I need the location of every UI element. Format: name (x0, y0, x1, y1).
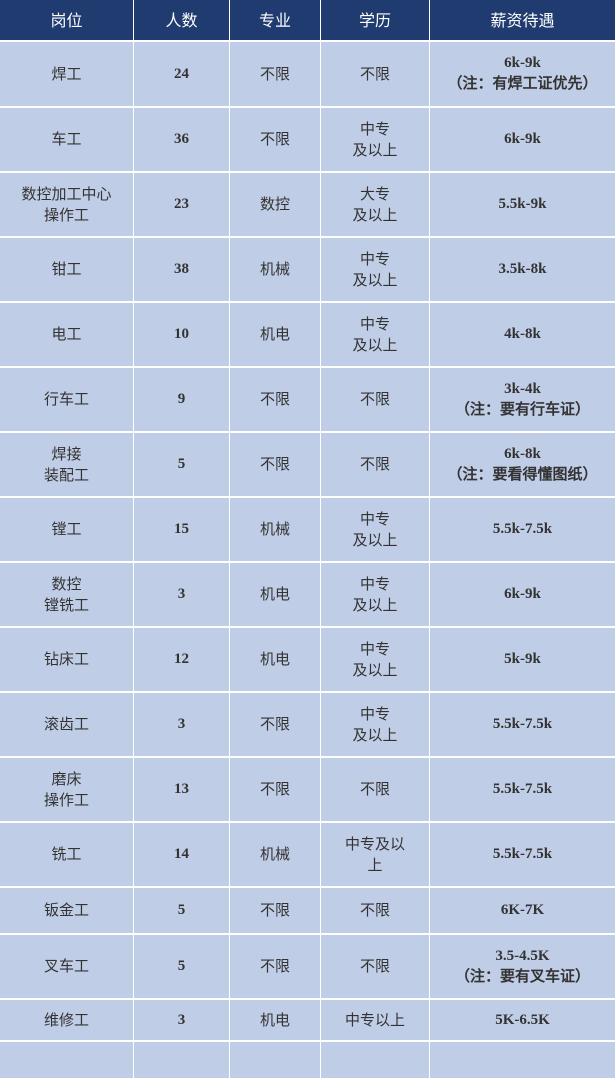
table-cell: 镗工 (0, 498, 134, 563)
table-cell: 不限 (321, 888, 430, 935)
table-cell: 行车工 (0, 368, 134, 433)
table-cell: 不限 (230, 758, 321, 823)
header-cell: 岗位 (0, 0, 134, 42)
table-cell: 3.5k-8k (430, 238, 616, 303)
table-cell: 机电 (230, 628, 321, 693)
table-cell: 5 (134, 888, 230, 935)
table-cell: 6k-8k （注：要看得懂图纸） (430, 433, 616, 498)
table-cell: 中专以上 (321, 1000, 430, 1042)
table-cell: 机电 (230, 303, 321, 368)
table-cell: 不限 (230, 42, 321, 108)
table-cell: 中专 及以上 (321, 563, 430, 628)
table-cell: 车工 (0, 108, 134, 173)
table-cell: 38 (134, 238, 230, 303)
table-cell: 不限 (321, 935, 430, 1000)
table-cell: 不限 (321, 433, 430, 498)
table-cell: 不限 (230, 108, 321, 173)
header-cell: 薪资待遇 (430, 0, 616, 42)
table-cell: 钳工 (0, 238, 134, 303)
table-cell: 6K-7K (430, 888, 616, 935)
table-cell: 中专 及以上 (321, 628, 430, 693)
table-cell: 不限 (321, 368, 430, 433)
table-cell: 3.5-4.5K （注：要有叉车证） (430, 935, 616, 1000)
table-cell: 数控加工中心 操作工 (0, 173, 134, 238)
table-cell: 13 (134, 758, 230, 823)
table-cell: 中专 及以上 (321, 693, 430, 758)
table-cell: 不限 (230, 368, 321, 433)
table-cell: 叉车工 (0, 935, 134, 1000)
table-cell: 数控 (230, 173, 321, 238)
table-cell: 23 (134, 173, 230, 238)
table-cell: 电工 (0, 303, 134, 368)
table-cell: 磨床 操作工 (0, 758, 134, 823)
table-cell: 机械 (230, 238, 321, 303)
table-cell: 5 (134, 433, 230, 498)
table-cell: 不限 (321, 42, 430, 108)
table-cell: 5.5k-7.5k (430, 823, 616, 888)
empty-cell (230, 1042, 321, 1080)
table-cell: 不限 (230, 935, 321, 1000)
table-cell: 9 (134, 368, 230, 433)
table-cell: 焊接 装配工 (0, 433, 134, 498)
table-cell: 机电 (230, 1000, 321, 1042)
table-cell: 大专 及以上 (321, 173, 430, 238)
table-cell: 6k-9k (430, 563, 616, 628)
table-cell: 维修工 (0, 1000, 134, 1042)
table-cell: 机电 (230, 563, 321, 628)
table-cell: 不限 (321, 758, 430, 823)
table-cell: 中专及以 上 (321, 823, 430, 888)
table-cell: 3k-4k （注：要有行车证） (430, 368, 616, 433)
table-cell: 5.5k-7.5k (430, 693, 616, 758)
table-cell: 数控 镗铣工 (0, 563, 134, 628)
empty-cell (430, 1042, 616, 1080)
table-cell: 5.5k-7.5k (430, 758, 616, 823)
table-cell: 不限 (230, 433, 321, 498)
table-cell: 6k-9k (430, 108, 616, 173)
table-cell: 4k-8k (430, 303, 616, 368)
table-cell: 不限 (230, 693, 321, 758)
table-cell: 3 (134, 563, 230, 628)
table-cell: 5 (134, 935, 230, 1000)
empty-cell (321, 1042, 430, 1080)
table-cell: 机械 (230, 823, 321, 888)
header-cell: 专业 (230, 0, 321, 42)
table-cell: 5k-9k (430, 628, 616, 693)
header-cell: 学历 (321, 0, 430, 42)
table-cell: 5K-6.5K (430, 1000, 616, 1042)
table-cell: 15 (134, 498, 230, 563)
table-cell: 3 (134, 693, 230, 758)
table-cell: 中专 及以上 (321, 498, 430, 563)
table-cell: 6k-9k （注：有焊工证优先） (430, 42, 616, 108)
table-cell: 焊工 (0, 42, 134, 108)
table-cell: 滚齿工 (0, 693, 134, 758)
table-cell: 12 (134, 628, 230, 693)
header-cell: 人数 (134, 0, 230, 42)
table-cell: 24 (134, 42, 230, 108)
table-cell: 中专 及以上 (321, 108, 430, 173)
table-cell: 铣工 (0, 823, 134, 888)
table-cell: 5.5k-7.5k (430, 498, 616, 563)
table-cell: 36 (134, 108, 230, 173)
table-cell: 10 (134, 303, 230, 368)
table-cell: 机械 (230, 498, 321, 563)
empty-cell (0, 1042, 134, 1080)
table-cell: 中专 及以上 (321, 238, 430, 303)
table-cell: 5.5k-9k (430, 173, 616, 238)
table-cell: 不限 (230, 888, 321, 935)
table-cell: 14 (134, 823, 230, 888)
table-cell: 中专 及以上 (321, 303, 430, 368)
table-cell: 钻床工 (0, 628, 134, 693)
empty-cell (134, 1042, 230, 1080)
table-cell: 3 (134, 1000, 230, 1042)
table-cell: 钣金工 (0, 888, 134, 935)
